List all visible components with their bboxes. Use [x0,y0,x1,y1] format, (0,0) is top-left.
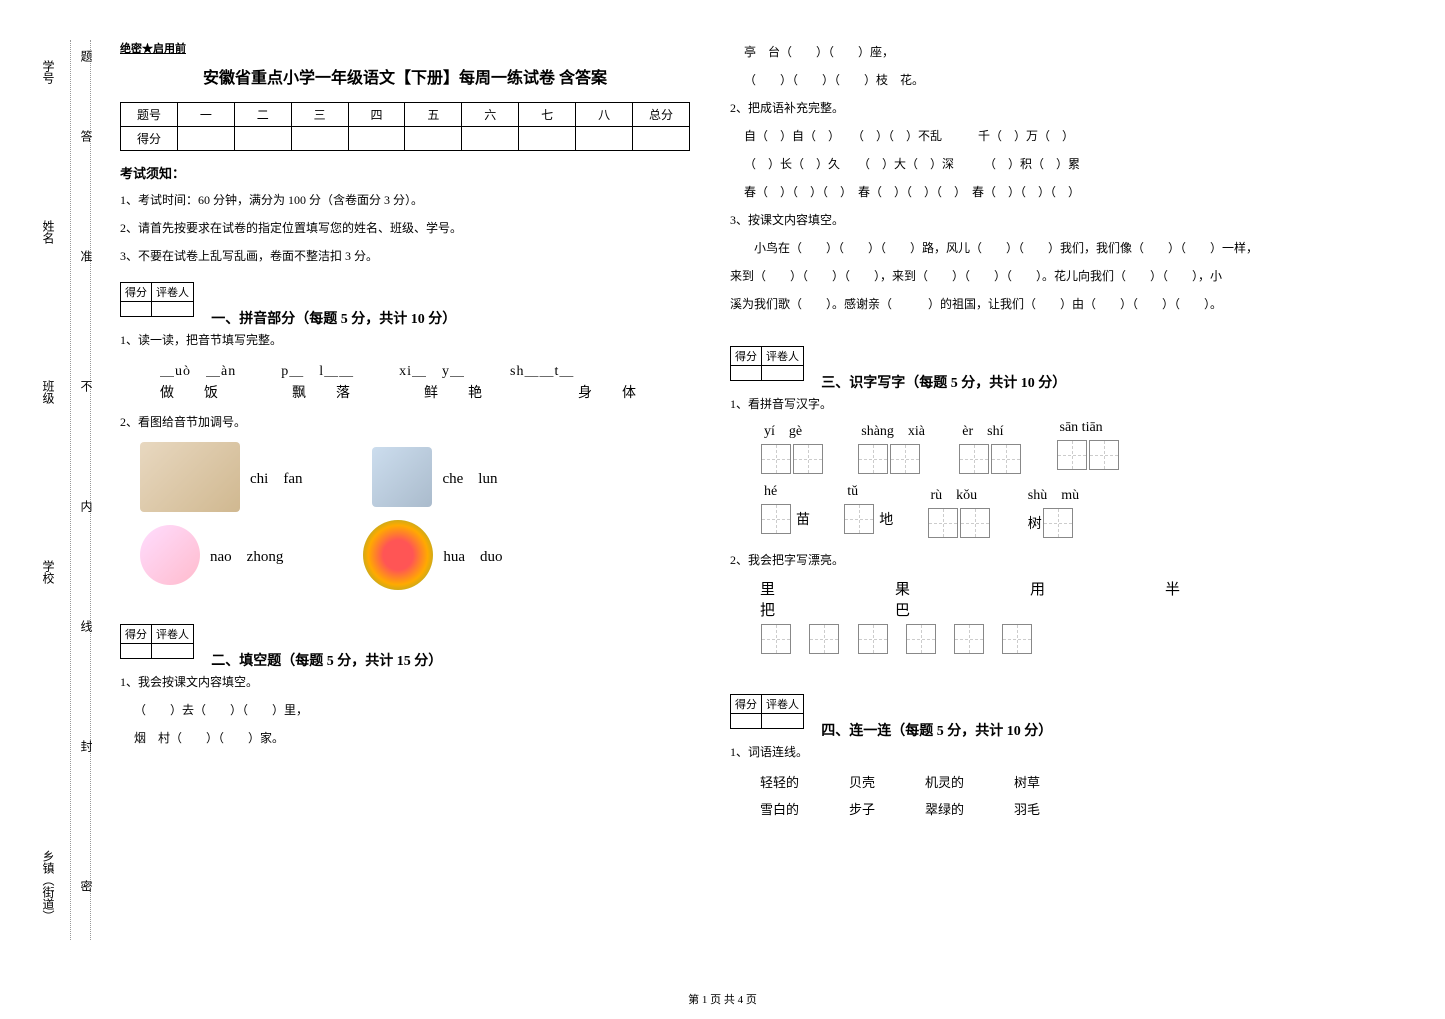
score-box: 得分评卷人 [120,624,194,659]
page-footer: 第 1 页 共 4 页 [0,991,1445,1007]
sidebar-label: 学号 [40,60,57,84]
pinyin-label: hua duo [443,545,502,566]
th: 三 [291,103,348,127]
cutline-char: 不 [78,380,95,392]
q-text: 3、按课文内容填空。 [730,208,1300,232]
page-content: 绝密★启用前 安徽省重点小学一年级语文【下册】每周一练试卷 含答案 题号 一 二… [0,0,1445,846]
exam-title: 安徽省重点小学一年级语文【下册】每周一练试卷 含答案 [120,64,690,88]
th: 题号 [121,103,178,127]
th: 一 [177,103,234,127]
cutline-char: 封 [78,740,95,752]
fill-line: 烟 村（ ）（ ）家。 [134,726,690,750]
sidebar-label: 姓名 [40,220,57,244]
cutline-char: 题 [78,50,95,62]
passage-line: 溪为我们歌（ ）。感谢亲（ ）的祖国，让我们（ ）由（ ）（ ）（ ）。 [730,292,1300,316]
hanzi-row: 做 饭 飘 落 鲜 艳 身 体 [160,382,690,402]
sidebar-label: 乡镇（街道） [40,850,57,922]
right-column: 亭 台（ ）（ ）座， （ ）（ ）（ ）枝 花。 2、把成语补充完整。 自（ … [710,30,1320,836]
th: 四 [348,103,405,127]
q-text: 1、我会按课文内容填空。 [120,670,690,694]
tian-row: yí gè shàng xià èr shí sān tiān [760,420,1300,474]
fill-line: （ ）去（ ）（ ）里， [134,698,690,722]
tian-row [760,624,1300,654]
rules-heading: 考试须知： [120,163,690,182]
pinyin-label: chi fan [250,467,302,488]
score-table: 题号 一 二 三 四 五 六 七 八 总分 得分 [120,102,690,151]
th: 八 [576,103,633,127]
sample-chars: 里 果 用 半 把 巴 [760,578,1300,620]
flower-image [363,520,433,590]
score-box: 得分评卷人 [120,282,194,317]
match-line: 雪白的 步子 翠绿的 羽毛 [760,799,1300,818]
section-title-4: 四、连一连（每题 5 分，共计 10 分） [821,720,1052,740]
cutline-char: 答 [78,130,95,142]
q-text: 1、看拼音写汉字。 [730,392,1300,416]
cutline-char: 内 [78,500,95,512]
rule-item: 2、请首先按要求在试卷的指定位置填写您的姓名、班级、学号。 [120,216,690,240]
passage-line: 小鸟在（ ）（ ）（ ）路，风儿（ ）（ ）我们，我们像（ ）（ ）一样， [730,236,1300,260]
rule-item: 3、不要在试卷上乱写乱画，卷面不整洁扣 3 分。 [120,244,690,268]
clock-image [140,525,200,585]
section-title-1: 一、拼音部分（每题 5 分，共计 10 分） [211,308,456,328]
th: 六 [462,103,519,127]
tian-row: hé苗 tǔ地 rù kǒu shù mù树 [760,484,1300,538]
passage-line: 来到（ ）（ ）（ ），来到（ ）（ ）（ ）。花儿向我们（ ）（ ），小 [730,264,1300,288]
confidential-tag: 绝密★启用前 [120,40,690,56]
cutline-char: 准 [78,250,95,262]
wheel-image [372,447,432,507]
rule-item: 1、考试时间：60 分钟，满分为 100 分（含卷面分 3 分）。 [120,188,690,212]
th: 五 [405,103,462,127]
cutline-char: 密 [78,880,95,892]
pinyin-blank-row: ＿uò ＿àn p＿ l＿＿ xi＿ y＿ sh＿＿t＿ [160,360,690,380]
score-box: 得分评卷人 [730,346,804,381]
section-title-2: 二、填空题（每题 5 分，共计 15 分） [211,650,442,670]
q-text: 1、读一读，把音节填写完整。 [120,328,690,352]
section-title-3: 三、识字写字（每题 5 分，共计 10 分） [821,372,1066,392]
sidebar-label: 班级 [40,380,57,404]
sidebar-label: 学校 [40,560,57,584]
score-box: 得分评卷人 [730,694,804,729]
fill-line: 亭 台（ ）（ ）座， [744,40,1300,64]
pinyin-label: che lun [442,467,497,488]
q-text: 2、我会把字写漂亮。 [730,548,1300,572]
th: 总分 [633,103,690,127]
q-text: 2、把成语补充完整。 [730,96,1300,120]
td: 得分 [121,127,178,151]
food-image [140,442,240,512]
pinyin-label: nao zhong [210,545,283,566]
idiom-line: 春（ ）（ ）（ ） 春（ ）（ ）（ ） 春（ ）（ ）（ ） [744,180,1300,204]
th: 二 [234,103,291,127]
cutline-char: 线 [78,620,95,632]
idiom-line: （ ）长（ ）久 （ ）大（ ）深 （ ）积（ ）累 [744,152,1300,176]
idiom-line: 自（ ）自（ ） （ ）（ ）不乱 千（ ）万（ ） [744,124,1300,148]
th: 七 [519,103,576,127]
fill-line: （ ）（ ）（ ）枝 花。 [744,68,1300,92]
match-line: 轻轻的 贝壳 机灵的 树草 [760,772,1300,791]
q-text: 1、词语连线。 [730,740,1300,764]
left-column: 绝密★启用前 安徽省重点小学一年级语文【下册】每周一练试卷 含答案 题号 一 二… [100,30,710,836]
q-text: 2、看图给音节加调号。 [120,410,690,434]
